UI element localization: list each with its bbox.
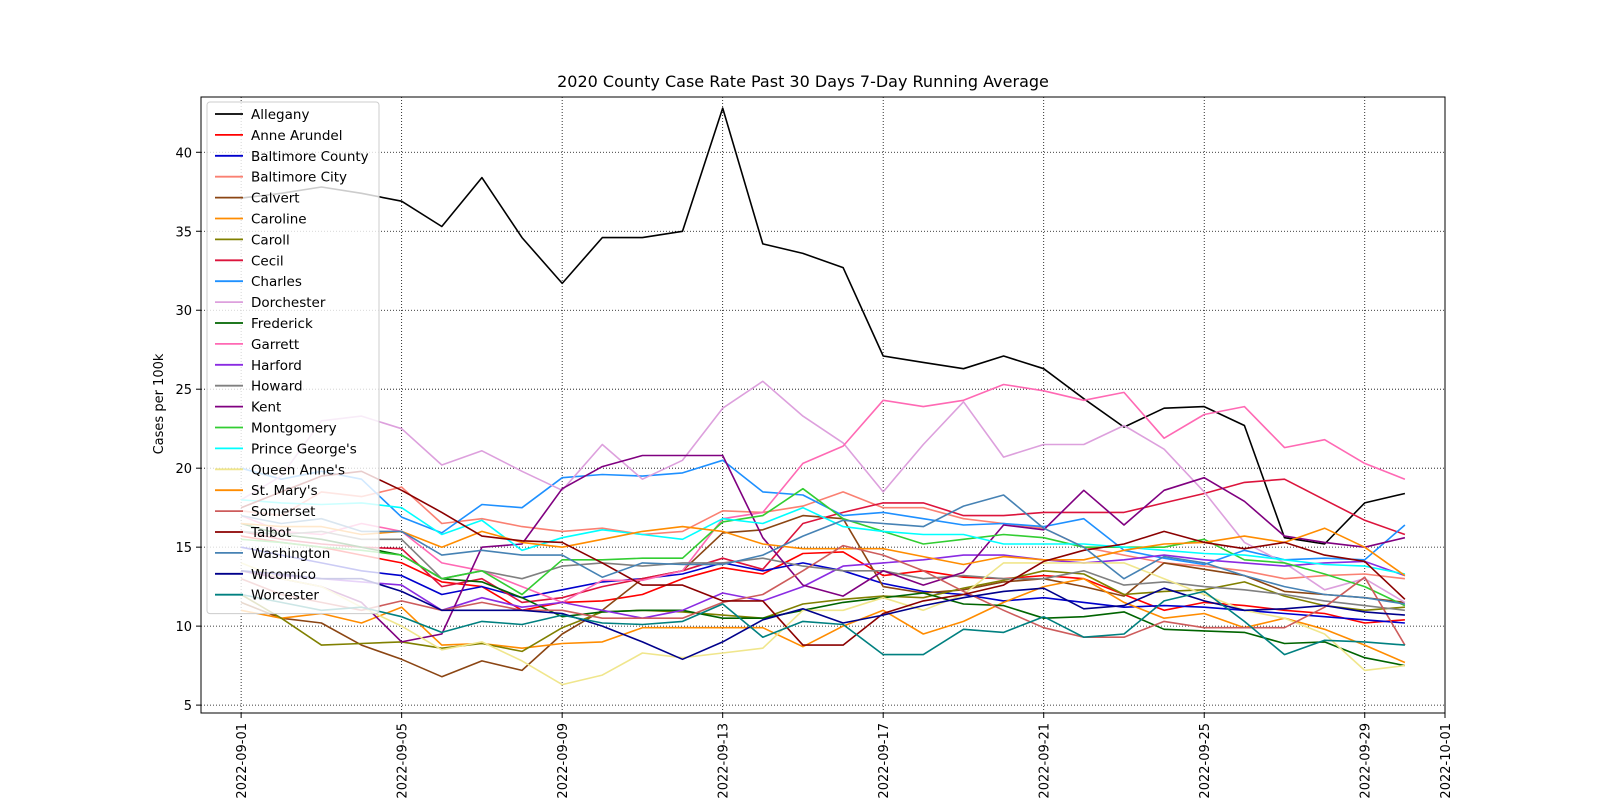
- legend-label: Charles: [251, 274, 302, 290]
- legend-label: Worcester: [251, 588, 319, 604]
- series-line-caroline: [240, 577, 1406, 664]
- legend-label: Caroll: [251, 232, 290, 248]
- series-line-st-mary-s: [241, 522, 1406, 577]
- x-tick-label: 2022-09-01: [235, 723, 250, 799]
- legend-label: Dorchester: [251, 295, 326, 311]
- legend-label: Allegany: [251, 107, 309, 123]
- series-line-garrett: [240, 383, 1406, 604]
- x-tick-label: 2022-09-09: [556, 723, 571, 799]
- x-tick-label: 2022-09-25: [1198, 723, 1213, 799]
- legend-label: Talbot: [250, 525, 291, 541]
- x-tick-label: 2022-09-13: [717, 723, 732, 799]
- legend-label: Wicomico: [251, 567, 316, 583]
- series-line-harford: [241, 554, 1406, 620]
- y-tick-label: 35: [175, 225, 192, 240]
- series-line-washington: [240, 494, 1406, 605]
- legend-label: Garrett: [251, 337, 299, 353]
- series-line-talbot: [240, 470, 1406, 646]
- series-line-worcester: [240, 590, 1405, 656]
- legend-label: Queen Anne's: [251, 462, 345, 478]
- x-tick-label: 2022-09-17: [877, 723, 892, 799]
- y-tick-label: 5: [184, 699, 192, 714]
- series-lines: [240, 107, 1406, 686]
- legend-label: Kent: [251, 400, 281, 416]
- legend-label: St. Mary's: [251, 483, 318, 499]
- legend-label: Howard: [251, 379, 303, 395]
- legend-label: Prince George's: [251, 441, 357, 457]
- series-line-caroll: [240, 569, 1405, 653]
- x-tick-label: 2022-09-21: [1038, 723, 1053, 799]
- y-tick-label: 40: [175, 146, 192, 161]
- x-tick-label: 2022-09-29: [1359, 723, 1374, 799]
- series-line-somerset: [240, 544, 1406, 646]
- series-line-baltimore-city: [241, 486, 1405, 580]
- axes: 5 10 15 20 25 30 35 40 2022-09-01 2022-09-05 2022-…: [175, 96, 1454, 799]
- grid: [201, 97, 1446, 713]
- series-line-howard: [241, 530, 1405, 612]
- series-line-allegany: [241, 107, 1406, 545]
- series-line-dorchester: [240, 380, 1406, 604]
- legend-label: Washington: [251, 546, 330, 562]
- series-line-prince-george-s: [241, 499, 1406, 575]
- legend-label: Harford: [251, 358, 302, 374]
- series-line-baltimore-county: [240, 546, 1405, 624]
- y-tick-label: 20: [175, 462, 192, 477]
- legend-label: Anne Arundel: [251, 128, 342, 144]
- y-tick-label: 30: [175, 304, 192, 319]
- legend: Allegany Anne Arundel Baltimore County Balt…: [206, 101, 380, 615]
- legend-label: Baltimore County: [251, 149, 369, 165]
- legend-label: Montgomery: [251, 421, 337, 437]
- y-tick-label: 25: [175, 383, 192, 398]
- y-tick-label: 15: [175, 541, 192, 556]
- x-tick-label: 2022-09-05: [396, 723, 411, 799]
- legend-label: Frederick: [251, 316, 313, 332]
- plot-frame: [200, 96, 1446, 714]
- chart-title: 2020 County Case Rate Past 30 Days 7-Day…: [557, 72, 1049, 91]
- legend-label: Calvert: [251, 191, 300, 207]
- legend-label: Baltimore City: [251, 170, 347, 186]
- y-tick-label: 10: [175, 620, 192, 635]
- legend-label: Caroline: [251, 212, 307, 228]
- y-axis-label: Cases per 100k: [152, 353, 167, 454]
- legend-box: [206, 101, 380, 615]
- series-line-wicomico: [241, 570, 1405, 661]
- legend-label: Cecil: [251, 253, 284, 269]
- legend-label: Somerset: [251, 504, 315, 520]
- series-line-kent: [240, 454, 1406, 643]
- x-tick-label: 2022-10-01: [1439, 723, 1454, 799]
